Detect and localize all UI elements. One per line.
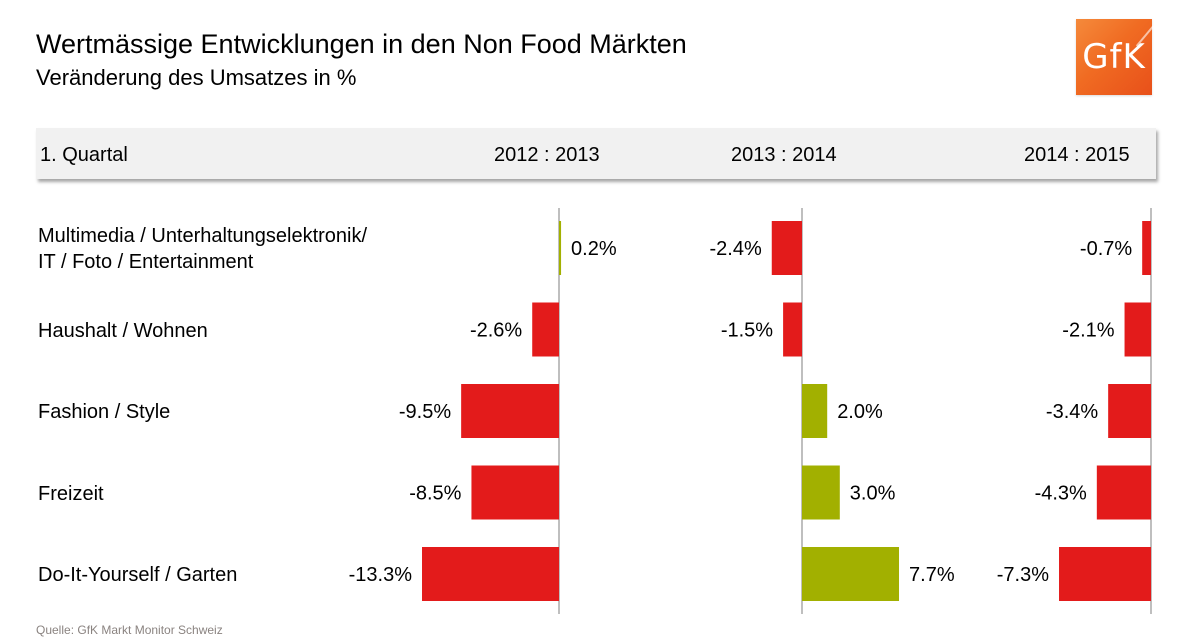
gfk-logo: GfK <box>1076 19 1155 95</box>
bar <box>1124 302 1151 357</box>
data-label: -4.3% <box>1035 483 1087 505</box>
category-label-line: Multimedia / Unterhaltungselektronik/ <box>38 225 368 247</box>
bar <box>461 384 559 438</box>
data-label: 3.0% <box>850 483 896 505</box>
bar <box>1142 221 1151 275</box>
data-label: -7.3% <box>997 564 1049 586</box>
category-label-diy: Do-It-Yourself / Garten <box>38 564 238 586</box>
bar <box>1108 384 1151 438</box>
bar <box>771 221 802 275</box>
column-header-2013-2014: 2013 : 2014 <box>731 144 837 166</box>
column-header-2012-2013: 2012 : 2013 <box>494 144 600 166</box>
bar <box>532 302 559 357</box>
data-label: -1.5% <box>721 320 773 342</box>
logo-text: GfK <box>1082 37 1146 77</box>
chart-title: Wertmässige Entwicklungen in den Non Foo… <box>36 29 687 59</box>
bar <box>802 465 840 520</box>
category-label-fashion: Fashion / Style <box>38 401 171 423</box>
bar <box>422 547 559 601</box>
header-band <box>36 128 1156 179</box>
category-label-line: IT / Foto / Entertainment <box>38 251 254 273</box>
data-label: -2.6% <box>470 320 522 342</box>
bar <box>783 302 802 357</box>
data-label: 2.0% <box>837 401 883 423</box>
bar <box>559 221 562 275</box>
period-label: 1. Quartal <box>40 144 128 166</box>
data-label: -3.4% <box>1046 401 1098 423</box>
bar <box>1096 465 1151 520</box>
column-header-2014-2015: 2014 : 2015 <box>1024 144 1130 166</box>
source-note: Quelle: GfK Markt Monitor Schweiz <box>36 623 223 637</box>
bar <box>471 465 559 520</box>
data-label: -13.3% <box>349 564 413 586</box>
data-label: 0.2% <box>571 238 617 260</box>
data-label: 7.7% <box>909 564 955 586</box>
data-label: -2.1% <box>1062 320 1114 342</box>
data-label: -8.5% <box>409 483 461 505</box>
data-label: -0.7% <box>1080 238 1132 260</box>
bar <box>802 384 828 438</box>
category-label-freizeit: Freizeit <box>38 483 104 505</box>
data-label: -2.4% <box>710 238 762 260</box>
category-label-haushalt: Haushalt / Wohnen <box>38 320 208 342</box>
data-label: -9.5% <box>399 401 451 423</box>
bar <box>1059 547 1151 601</box>
bar <box>802 547 900 601</box>
chart-subtitle: Veränderung des Umsatzes in % <box>36 65 357 90</box>
category-label-multimedia: Multimedia / Unterhaltungselektronik/ IT… <box>38 223 367 275</box>
